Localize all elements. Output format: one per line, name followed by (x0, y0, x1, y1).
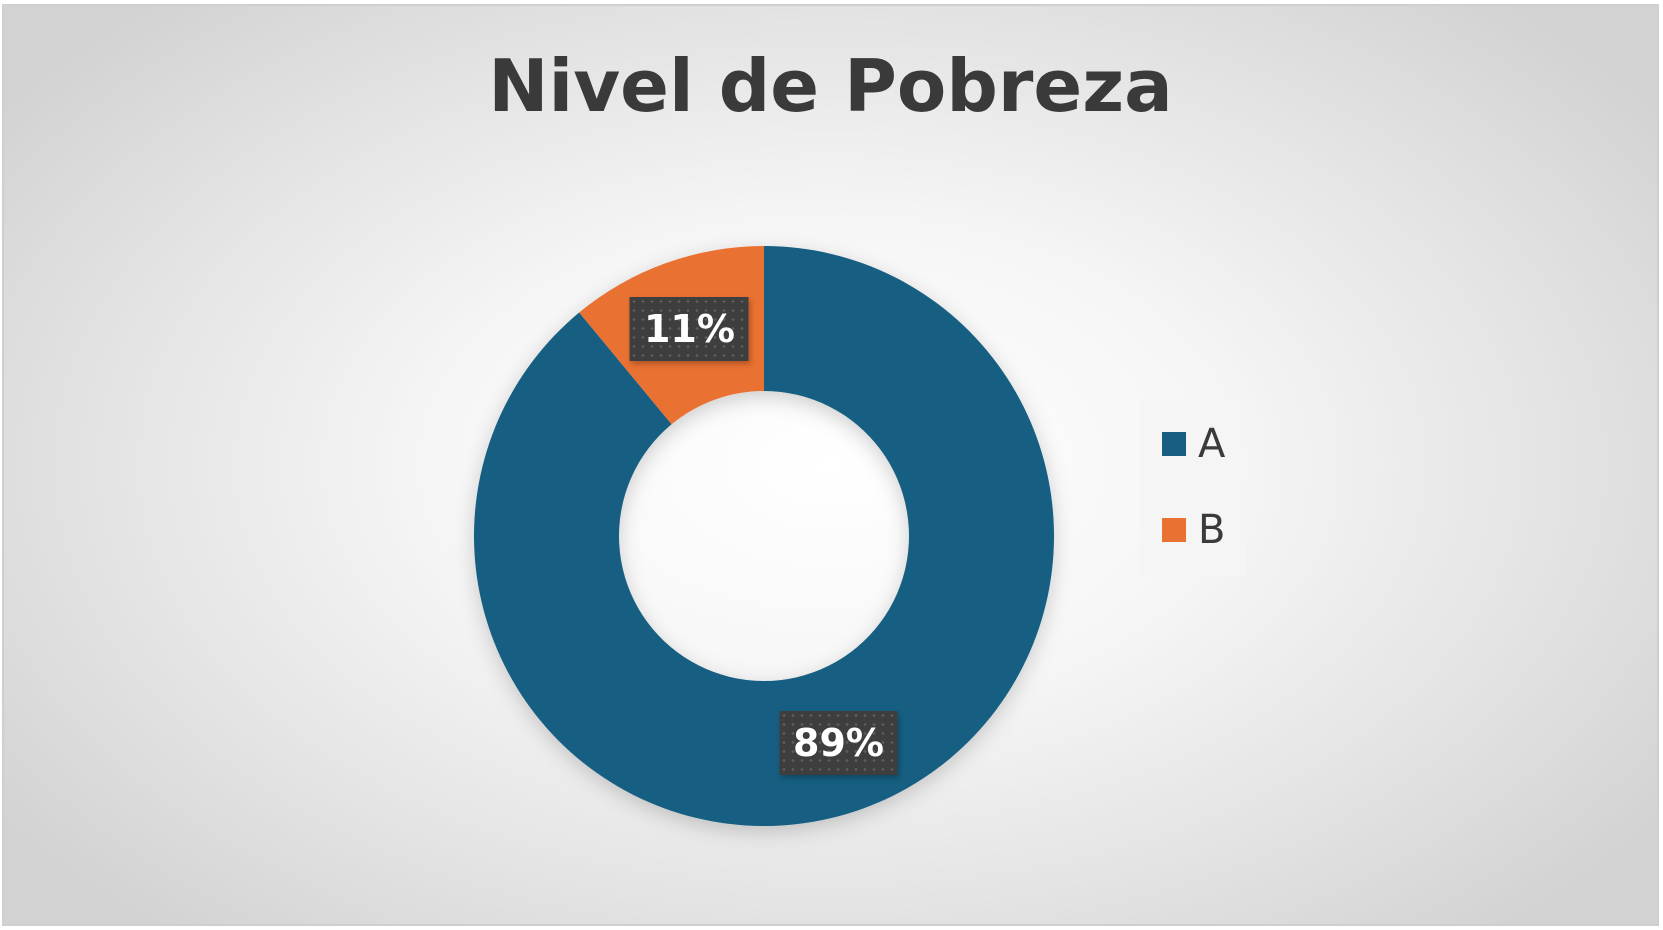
chart-title: Nivel de Pobreza (488, 44, 1173, 128)
data-label-text-b: 11% (629, 297, 749, 361)
legend-label-a: A (1198, 421, 1226, 467)
donut-slice-a (474, 246, 1054, 826)
legend-swatch-a (1162, 432, 1186, 456)
legend-item-a: A (1162, 419, 1225, 469)
legend-swatch-b (1162, 518, 1186, 542)
legend-item-b: B (1162, 505, 1225, 555)
data-label-text-a: 89% (779, 710, 898, 775)
legend-label-b: B (1198, 507, 1226, 553)
chart-legend: A B (1140, 400, 1246, 576)
